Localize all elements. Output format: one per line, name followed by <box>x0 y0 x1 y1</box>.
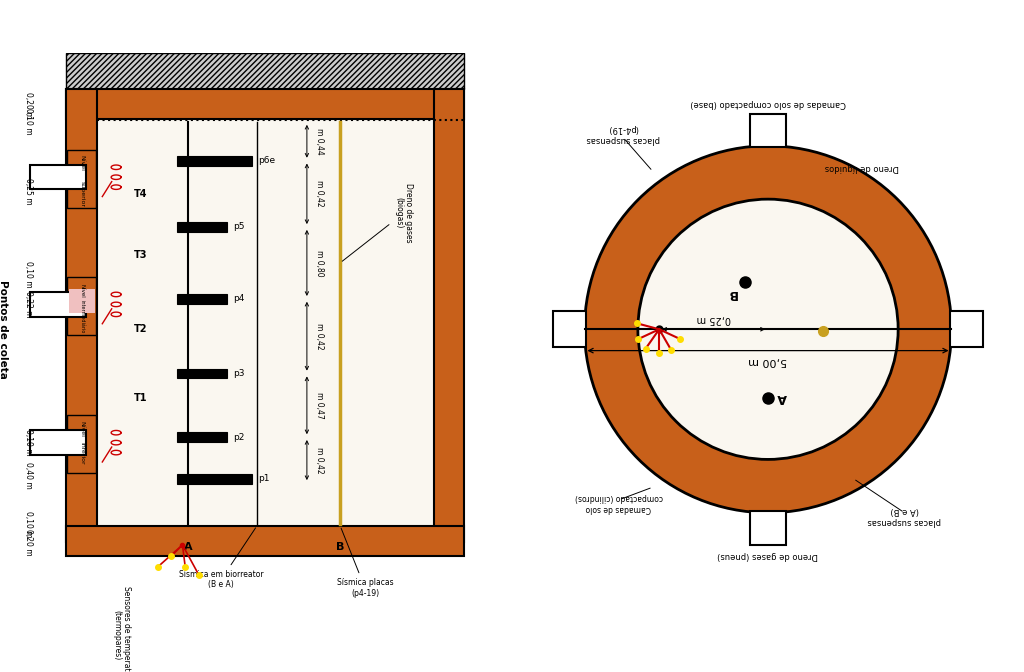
Bar <box>177 294 226 304</box>
Bar <box>97 120 434 526</box>
Text: 0,25 m: 0,25 m <box>696 314 731 325</box>
Text: Sísmica em biorreator
(B e A): Sísmica em biorreator (B e A) <box>179 528 263 589</box>
Text: Pontos de coleta: Pontos de coleta <box>0 280 8 379</box>
Text: B: B <box>336 542 344 552</box>
Bar <box>750 114 786 147</box>
Text: superior: superior <box>79 181 84 207</box>
Text: p2: p2 <box>233 433 245 442</box>
Bar <box>67 89 465 119</box>
Bar <box>177 368 226 378</box>
Text: Sísmica placas
(p4-19): Sísmica placas (p4-19) <box>337 528 393 597</box>
Text: T1: T1 <box>134 393 147 403</box>
Text: Dreno de gases (pneus): Dreno de gases (pneus) <box>718 550 818 560</box>
Text: T4: T4 <box>134 189 147 199</box>
Text: m 0,80: m 0,80 <box>315 249 325 276</box>
Text: 0,25 m: 0,25 m <box>25 177 33 204</box>
Bar <box>31 431 86 455</box>
Text: placas suspensas
(A e B): placas suspensas (A e B) <box>867 506 941 526</box>
Text: 0,10 m: 0,10 m <box>25 261 33 288</box>
Text: Nível: Nível <box>79 421 84 437</box>
Text: p4: p4 <box>233 294 245 303</box>
Bar <box>70 290 94 312</box>
Text: m 0,42: m 0,42 <box>315 447 325 473</box>
Text: 5,00 m: 5,00 m <box>749 355 787 366</box>
Bar <box>177 156 252 165</box>
Text: A: A <box>777 391 787 404</box>
Bar <box>67 526 465 556</box>
Bar <box>177 222 226 232</box>
Text: 0,22 m: 0,22 m <box>25 291 33 318</box>
Text: 0,10 m: 0,10 m <box>25 108 33 134</box>
Bar <box>68 277 96 335</box>
Bar <box>750 511 786 545</box>
Bar <box>950 311 983 347</box>
Text: 0,40 m: 0,40 m <box>25 462 33 489</box>
Text: 0,20 m: 0,20 m <box>25 529 33 556</box>
Text: m 0,47: m 0,47 <box>315 392 325 419</box>
Text: A: A <box>183 542 193 552</box>
Text: Sensores de temperatura
(termopares): Sensores de temperatura (termopares) <box>112 587 131 672</box>
Text: 0,10 m: 0,10 m <box>25 429 33 456</box>
Text: m 0,42: m 0,42 <box>315 323 325 349</box>
Text: m 0,42: m 0,42 <box>315 181 325 207</box>
Text: intermediário: intermediário <box>79 300 84 334</box>
Bar <box>67 89 97 542</box>
Bar <box>68 150 96 208</box>
Text: p3: p3 <box>233 369 245 378</box>
Text: p5: p5 <box>233 222 245 231</box>
Text: m 0,44: m 0,44 <box>315 128 325 155</box>
Circle shape <box>585 146 951 513</box>
Circle shape <box>638 199 898 460</box>
Bar <box>31 292 86 317</box>
Text: T2: T2 <box>134 325 147 334</box>
Bar <box>434 89 465 542</box>
Bar <box>177 432 226 442</box>
Text: placas suspensas
(p4-19): placas suspensas (p4-19) <box>586 124 659 144</box>
Bar <box>31 165 86 190</box>
Text: T3: T3 <box>134 249 147 259</box>
Text: Nível: Nível <box>79 284 84 298</box>
Text: inferior: inferior <box>79 442 84 465</box>
Text: B: B <box>727 286 737 300</box>
Text: p1: p1 <box>258 474 269 483</box>
Text: Dreno de líquidos: Dreno de líquidos <box>824 163 899 172</box>
Text: Dreno de gases
(biogas): Dreno de gases (biogas) <box>342 183 414 261</box>
Text: p6e: p6e <box>258 156 275 165</box>
Bar <box>177 474 252 484</box>
Bar <box>553 311 586 347</box>
Text: 0,10 m: 0,10 m <box>25 511 33 537</box>
Text: Camadas de solo
compactado (cilindros): Camadas de solo compactado (cilindros) <box>574 493 663 513</box>
Text: Nível: Nível <box>79 155 84 171</box>
Text: 0,20 m: 0,20 m <box>25 92 33 119</box>
Bar <box>68 415 96 473</box>
Bar <box>67 53 465 89</box>
Text: Camadas de solo compactado (base): Camadas de solo compactado (base) <box>690 99 846 108</box>
